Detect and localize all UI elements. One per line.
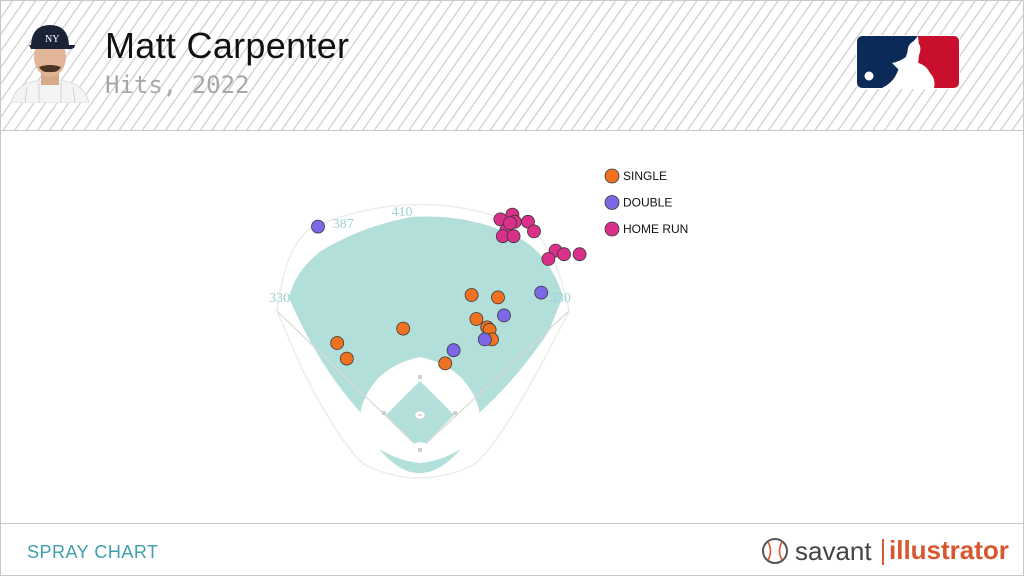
baseball-icon	[762, 538, 788, 564]
home-plate	[418, 448, 422, 452]
legend-marker-double	[604, 195, 620, 210]
spray-chart: 387 410 330 330 SINGLE DOUBLE HOME RUN	[269, 168, 688, 479]
header-banner: NY Matt Carpenter Hits, 2022	[1, 1, 1023, 131]
hit-point-double-3	[477, 332, 492, 347]
hit-point-home-run-8	[506, 229, 521, 244]
hit-point-single-9	[438, 356, 453, 371]
savant-illustrator-brand: savant illustrator	[761, 534, 1017, 568]
hit-point-single-2	[469, 312, 484, 326]
footer-label: SPRAY CHART	[27, 542, 159, 562]
svg-text:NY: NY	[45, 34, 59, 45]
brand-savant-text: savant	[795, 536, 872, 566]
distance-labels: 387 410 330 330	[269, 205, 571, 306]
legend-label-double: DOUBLE	[623, 196, 672, 210]
outfield-grass	[289, 216, 563, 474]
hit-point-double-4	[446, 343, 461, 358]
distance-label-1: 410	[392, 205, 413, 220]
distance-label-3: 330	[550, 291, 571, 306]
player-headshot-icon: NY	[10, 25, 90, 103]
third-base	[382, 411, 386, 415]
hit-point-double-2	[497, 308, 511, 323]
legend-marker-home-run	[604, 221, 620, 237]
hit-point-home-run-11	[572, 247, 587, 262]
hit-point-double-0	[311, 219, 325, 234]
hit-point-single-1	[491, 290, 505, 305]
brand-illustrator-text: illustrator	[889, 535, 1009, 565]
footer-bar: SPRAY CHART savant illustrator	[1, 523, 1023, 575]
hit-point-home-run-10	[557, 247, 571, 262]
brand-separator	[882, 539, 884, 565]
second-base	[418, 375, 422, 379]
first-base	[453, 411, 457, 415]
legend-label-single: SINGLE	[623, 169, 667, 183]
player-name: Matt Carpenter	[105, 25, 350, 66]
right-foul-line	[419, 310, 570, 450]
hit-point-single-0	[464, 288, 479, 302]
hit-point-home-run-4	[503, 216, 517, 230]
baseball-field	[276, 203, 570, 479]
mlb-logo-icon	[856, 35, 960, 89]
chart-legend: SINGLE DOUBLE HOME RUN	[604, 168, 688, 237]
left-foul-line	[276, 310, 421, 450]
hit-point-home-run-6	[527, 224, 541, 239]
hit-points	[311, 207, 587, 371]
hit-point-home-run-12	[541, 252, 556, 266]
legend-marker-single	[604, 168, 620, 184]
hit-point-single-8	[339, 351, 354, 366]
legend-label-home-run: HOME RUN	[623, 222, 688, 236]
hit-point-single-3	[396, 321, 411, 336]
hit-point-single-7	[330, 336, 345, 350]
distance-label-0: 387	[333, 217, 354, 232]
distance-label-2: 330	[269, 291, 290, 306]
hit-point-double-1	[534, 285, 549, 300]
chart-subtitle: Hits, 2022	[105, 71, 250, 99]
